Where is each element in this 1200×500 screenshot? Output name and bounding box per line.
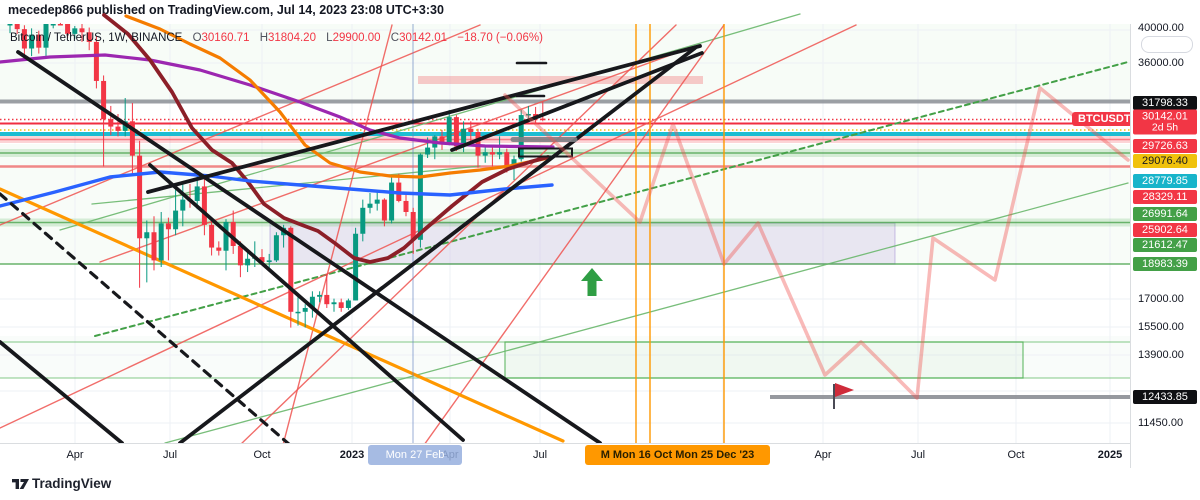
price-label-chip: 30142.01 2d 5h [1133, 109, 1197, 135]
time-tick: Oct [1007, 449, 1025, 461]
chart-canvas[interactable]: Bitcoin / TetherUS, 1W, BINANCE O30160.7… [0, 0, 1137, 443]
price-label-chip: 28329.11 [1133, 190, 1197, 204]
symbol-title[interactable]: Bitcoin / TetherUS, 1W, BINANCE [10, 32, 183, 44]
price-label-chip: 26991.64 [1133, 207, 1197, 221]
open-value: 30160.71 [201, 32, 250, 44]
flag-icon [835, 383, 854, 397]
price-tick: 15500.00 [1138, 321, 1184, 333]
price-axis[interactable]: 40000.00 36000.00 17000.00 15500.00 13900.00… [1130, 22, 1200, 468]
close-value: 30142.01 [399, 32, 448, 44]
price-label-chip: 31798.33 [1133, 96, 1197, 110]
price-label-chip: 12433.85 [1133, 390, 1197, 404]
change-value: −18.70 (−0.06%) [457, 32, 543, 44]
price-label-chip: 25902.64 [1133, 223, 1197, 237]
brand-name[interactable]: TradingView [32, 476, 112, 491]
time-tick: Apr [66, 449, 84, 461]
time-tick: Apr [814, 449, 832, 461]
open-label: O [192, 32, 202, 44]
close-label: C [390, 32, 400, 44]
time-tick: Jul [532, 449, 548, 461]
price-label-chip: 21612.47 [1133, 238, 1197, 252]
time-tick: 2025 [1097, 449, 1123, 461]
symbol-legend: Bitcoin / TetherUS, 1W, BINANCE O30160.7… [10, 32, 543, 44]
low-value: 29900.00 [332, 32, 381, 44]
event-date-chip: Mon 27 Feb [368, 445, 462, 465]
time-tick: Oct [253, 449, 271, 461]
price-label-chip: 28779.85 [1133, 174, 1197, 188]
price-label-chip: 29076.40 [1133, 154, 1197, 168]
time-tick: Jul [910, 449, 926, 461]
price-tick: 40000.00 [1138, 22, 1184, 34]
symbol-price-chip: BTCUSDT [1072, 112, 1137, 126]
up-arrow-icon [581, 268, 603, 296]
axis-widget-box[interactable] [1141, 36, 1193, 53]
price-tick: 13900.00 [1138, 349, 1184, 361]
tradingview-logo-icon[interactable] [12, 477, 30, 496]
time-axis[interactable]: AprJulOct2023AprJulAprJulOct2025Mon 27 F… [0, 443, 1130, 469]
high-label: H [259, 32, 268, 44]
time-tick: 2023 [339, 449, 365, 461]
time-tick: Jul [162, 449, 178, 461]
high-value: 31804.20 [268, 32, 316, 44]
price-tick: 17000.00 [1138, 293, 1184, 305]
event-date-chip: M Mon 16 Oct Mon 25 Dec '23 [585, 445, 770, 465]
price-label-chip: 29726.63 [1133, 139, 1197, 153]
price-tick: 11450.00 [1138, 417, 1184, 429]
publish-info: mecedep866 published on TradingView.com,… [8, 3, 444, 17]
footer-bar: TradingView [0, 468, 1200, 500]
price-label-chip: 18983.39 [1133, 257, 1197, 271]
price-tick: 36000.00 [1138, 57, 1184, 69]
low-label: L [326, 32, 333, 44]
chart-svg[interactable] [0, 0, 1130, 443]
